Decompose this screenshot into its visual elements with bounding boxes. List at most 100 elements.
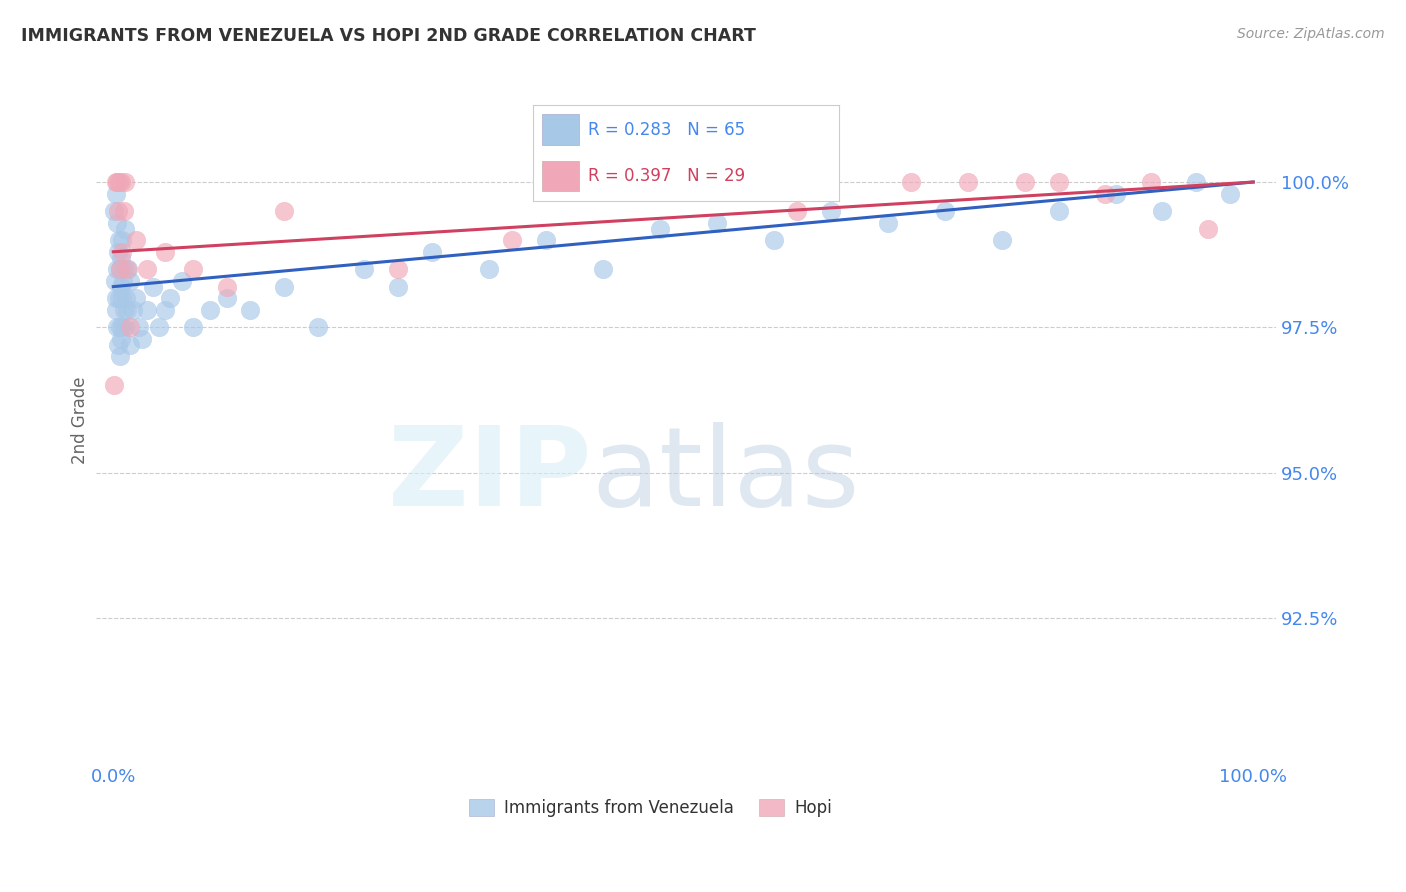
Point xyxy=(387,262,409,277)
Point xyxy=(763,233,786,247)
Point xyxy=(1139,175,1161,189)
Point xyxy=(1105,186,1128,201)
Point xyxy=(105,302,128,317)
Point xyxy=(111,291,134,305)
Point xyxy=(159,291,181,305)
Point xyxy=(900,175,922,189)
Point xyxy=(422,244,444,259)
Point xyxy=(111,233,134,247)
Point xyxy=(353,262,375,277)
Point xyxy=(217,291,239,305)
Point xyxy=(273,279,295,293)
Point xyxy=(1014,175,1036,189)
Point xyxy=(121,302,143,317)
Point xyxy=(120,320,142,334)
Point xyxy=(934,204,956,219)
Point xyxy=(1047,175,1070,189)
Point xyxy=(142,279,165,293)
Point xyxy=(115,302,138,317)
Point xyxy=(672,175,695,189)
Point xyxy=(650,221,672,235)
Point xyxy=(991,233,1014,247)
Point xyxy=(117,262,139,277)
Point xyxy=(120,274,142,288)
Point xyxy=(114,320,136,334)
Point xyxy=(103,204,125,219)
Point xyxy=(108,262,131,277)
Point xyxy=(387,279,409,293)
Point xyxy=(501,233,523,247)
Point xyxy=(1047,204,1070,219)
Point xyxy=(110,332,132,346)
Point xyxy=(105,262,128,277)
Point xyxy=(105,175,128,189)
Point xyxy=(104,274,127,288)
Point xyxy=(111,320,134,334)
Point xyxy=(1185,175,1208,189)
Legend: Immigrants from Venezuela, Hopi: Immigrants from Venezuela, Hopi xyxy=(463,792,838,823)
Point xyxy=(1094,186,1116,201)
Point xyxy=(592,262,614,277)
Point xyxy=(131,332,153,346)
Point xyxy=(820,204,842,219)
Point xyxy=(114,221,136,235)
Point xyxy=(108,350,131,364)
Point xyxy=(108,233,131,247)
Point xyxy=(104,175,127,189)
Point xyxy=(478,262,501,277)
Text: atlas: atlas xyxy=(592,422,860,529)
Point xyxy=(957,175,980,189)
Point xyxy=(105,216,128,230)
Y-axis label: 2nd Grade: 2nd Grade xyxy=(72,376,89,464)
Text: Source: ZipAtlas.com: Source: ZipAtlas.com xyxy=(1237,27,1385,41)
Point xyxy=(125,291,148,305)
Point xyxy=(107,337,129,351)
Point xyxy=(786,204,808,219)
Point xyxy=(181,320,204,334)
Point xyxy=(110,279,132,293)
Point xyxy=(103,378,125,392)
Point xyxy=(239,302,262,317)
Point xyxy=(108,175,131,189)
Point xyxy=(273,204,295,219)
Point xyxy=(112,262,135,277)
Point xyxy=(128,320,150,334)
Point xyxy=(136,302,159,317)
Point xyxy=(125,233,148,247)
Point xyxy=(706,216,728,230)
Point xyxy=(110,251,132,265)
Point xyxy=(107,244,129,259)
Point xyxy=(114,175,136,189)
Point xyxy=(1197,221,1219,235)
Point xyxy=(112,302,135,317)
Point xyxy=(170,274,193,288)
Point xyxy=(1219,186,1241,201)
Point xyxy=(105,320,128,334)
Text: IMMIGRANTS FROM VENEZUELA VS HOPI 2ND GRADE CORRELATION CHART: IMMIGRANTS FROM VENEZUELA VS HOPI 2ND GR… xyxy=(21,27,756,45)
Point xyxy=(198,302,221,317)
Point xyxy=(217,279,239,293)
Point xyxy=(110,175,132,189)
Point xyxy=(104,186,127,201)
Point xyxy=(120,337,142,351)
Point xyxy=(153,302,176,317)
Point xyxy=(308,320,330,334)
Point xyxy=(108,291,131,305)
Point xyxy=(877,216,900,230)
Point xyxy=(111,244,134,259)
Point xyxy=(536,233,558,247)
Point xyxy=(148,320,170,334)
Text: ZIP: ZIP xyxy=(388,422,592,529)
Point xyxy=(111,274,134,288)
Point xyxy=(181,262,204,277)
Point xyxy=(107,204,129,219)
Point xyxy=(112,204,135,219)
Point xyxy=(153,244,176,259)
Point xyxy=(104,291,127,305)
Point xyxy=(108,320,131,334)
Point xyxy=(108,262,131,277)
Point xyxy=(136,262,159,277)
Point xyxy=(114,291,136,305)
Point xyxy=(115,262,138,277)
Point xyxy=(1150,204,1173,219)
